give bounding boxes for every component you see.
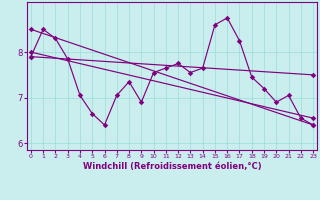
X-axis label: Windchill (Refroidissement éolien,°C): Windchill (Refroidissement éolien,°C) (83, 162, 261, 171)
